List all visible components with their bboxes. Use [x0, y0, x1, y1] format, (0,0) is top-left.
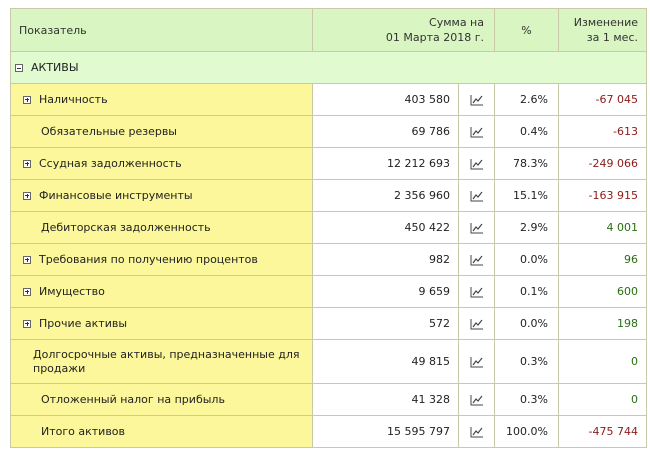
line-chart-icon[interactable] — [458, 275, 495, 308]
expand-plus-icon[interactable] — [23, 319, 31, 328]
table-row: Имущество 9 659 0.1% 600 — [10, 275, 647, 308]
section-label: АКТИВЫ — [31, 61, 79, 74]
row-percent: 2.9% — [494, 211, 559, 244]
row-sum: 2 356 960 — [312, 179, 459, 212]
row-sum: 9 659 — [312, 275, 459, 308]
expand-plus-icon[interactable] — [23, 95, 31, 104]
table-row: Итого активов 15 595 797 100.0% -475 744 — [10, 415, 647, 448]
row-percent: 2.6% — [494, 83, 559, 116]
row-label: Наличность — [39, 93, 108, 107]
column-header-percent-label: % — [521, 23, 532, 37]
row-label: Обязательные резервы — [41, 125, 177, 139]
table-row: Долгосрочные активы, предназначенные для… — [10, 339, 647, 384]
column-header-percent[interactable]: % — [494, 8, 559, 52]
line-chart-icon[interactable] — [458, 415, 495, 448]
line-chart-icon[interactable] — [458, 115, 495, 148]
row-change: -613 — [558, 115, 647, 148]
row-percent: 0.3% — [494, 339, 559, 384]
column-header-sum[interactable]: Сумма на 01 Марта 2018 г. — [312, 8, 495, 52]
row-percent: 15.1% — [494, 179, 559, 212]
row-label: Долгосрочные активы, предназначенные для… — [33, 347, 300, 375]
row-label: Отложенный налог на прибыль — [41, 393, 225, 407]
row-sum: 403 580 — [312, 83, 459, 116]
row-change: 198 — [558, 307, 647, 340]
line-chart-icon[interactable] — [458, 307, 495, 340]
line-chart-icon[interactable] — [458, 339, 495, 384]
row-label: Прочие активы — [39, 317, 128, 331]
row-label: Имущество — [39, 285, 105, 299]
row-sum: 41 328 — [312, 383, 459, 416]
row-label: Итого активов — [41, 425, 126, 439]
table-header-row: Показатель Сумма на 01 Марта 2018 г. % И… — [10, 8, 647, 52]
row-percent: 78.3% — [494, 147, 559, 180]
column-header-sum-line2: 01 Марта 2018 г. — [385, 31, 484, 44]
row-indicator-cell[interactable]: Наличность — [10, 83, 313, 116]
row-indicator-cell: Отложенный налог на прибыль — [10, 383, 313, 416]
line-chart-icon[interactable] — [458, 179, 495, 212]
row-indicator-cell: Обязательные резервы — [10, 115, 313, 148]
row-sum: 12 212 693 — [312, 147, 459, 180]
table-row: Прочие активы 572 0.0% 198 — [10, 307, 647, 340]
row-change: -249 066 — [558, 147, 647, 180]
row-change: -163 915 — [558, 179, 647, 212]
row-change: 96 — [558, 243, 647, 276]
expand-plus-icon[interactable] — [23, 191, 31, 200]
row-change: -475 744 — [558, 415, 647, 448]
row-percent: 0.0% — [494, 307, 559, 340]
column-header-change-line1: Изменение — [573, 16, 638, 29]
column-header-change-line2: за 1 мес. — [586, 31, 638, 44]
column-header-indicator-label: Показатель — [19, 23, 87, 37]
row-change: 600 — [558, 275, 647, 308]
row-percent: 100.0% — [494, 415, 559, 448]
line-chart-icon[interactable] — [458, 383, 495, 416]
row-change: 0 — [558, 383, 647, 416]
line-chart-icon[interactable] — [458, 211, 495, 244]
balance-table: Показатель Сумма на 01 Марта 2018 г. % И… — [10, 8, 647, 448]
row-indicator-cell[interactable]: Финансовые инструменты — [10, 179, 313, 212]
row-indicator-cell: Дебиторская задолженность — [10, 211, 313, 244]
row-percent: 0.0% — [494, 243, 559, 276]
row-percent: 0.1% — [494, 275, 559, 308]
table-row: Обязательные резервы 69 786 0.4% -613 — [10, 115, 647, 148]
row-sum: 982 — [312, 243, 459, 276]
row-label: Ссудная задолженность — [39, 157, 182, 171]
row-indicator-cell[interactable]: Прочие активы — [10, 307, 313, 340]
section-row-assets[interactable]: АКТИВЫ — [10, 51, 647, 84]
column-header-change[interactable]: Изменение за 1 мес. — [558, 8, 647, 52]
row-label: Дебиторская задолженность — [41, 221, 211, 235]
column-header-indicator[interactable]: Показатель — [10, 8, 313, 52]
table-row: Наличность 403 580 2.6% -67 045 — [10, 83, 647, 116]
row-sum: 450 422 — [312, 211, 459, 244]
row-change: 0 — [558, 339, 647, 384]
collapse-minus-icon[interactable] — [15, 64, 23, 72]
table-row: Отложенный налог на прибыль 41 328 0.3% 0 — [10, 383, 647, 416]
row-indicator-cell[interactable]: Ссудная задолженность — [10, 147, 313, 180]
table-row: Дебиторская задолженность 450 422 2.9% 4 00… — [10, 211, 647, 244]
expand-plus-icon[interactable] — [23, 255, 31, 264]
row-change: 4 001 — [558, 211, 647, 244]
line-chart-icon[interactable] — [458, 243, 495, 276]
table-row: Финансовые инструменты 2 356 960 15.1% -163… — [10, 179, 647, 212]
expand-plus-icon[interactable] — [23, 287, 31, 296]
row-label: Финансовые инструменты — [39, 189, 193, 203]
row-percent: 0.4% — [494, 115, 559, 148]
row-percent: 0.3% — [494, 383, 559, 416]
column-header-sum-line1: Сумма на — [429, 16, 484, 29]
row-sum: 15 595 797 — [312, 415, 459, 448]
table-row: Требования по получению процентов 982 0.0%… — [10, 243, 647, 276]
expand-plus-icon[interactable] — [23, 159, 31, 168]
table-row: Ссудная задолженность 12 212 693 78.3% -249… — [10, 147, 647, 180]
row-change: -67 045 — [558, 83, 647, 116]
row-sum: 49 815 — [312, 339, 459, 384]
row-sum: 572 — [312, 307, 459, 340]
row-label: Требования по получению процентов — [39, 253, 258, 267]
row-indicator-cell: Долгосрочные активы, предназначенные для… — [10, 339, 313, 384]
line-chart-icon[interactable] — [458, 83, 495, 116]
line-chart-icon[interactable] — [458, 147, 495, 180]
row-indicator-cell[interactable]: Требования по получению процентов — [10, 243, 313, 276]
row-sum: 69 786 — [312, 115, 459, 148]
row-indicator-cell[interactable]: Имущество — [10, 275, 313, 308]
row-indicator-cell: Итого активов — [10, 415, 313, 448]
